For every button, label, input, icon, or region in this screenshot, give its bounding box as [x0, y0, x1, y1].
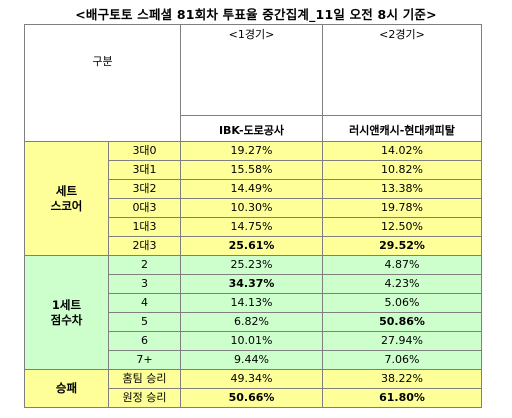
game2-value-cell: 5.06% [322, 293, 482, 313]
game2-value-cell: 12.50% [322, 217, 482, 237]
game1-value-cell: 6.82% [180, 312, 323, 332]
game1-value-cell: 15.58% [180, 160, 323, 180]
item-cell: 2대3 [108, 236, 181, 256]
table-row: 3대2 14.49% 13.38% [25, 179, 482, 199]
item-cell: 3대1 [108, 160, 181, 180]
section-label: 1세트 점수차 [24, 255, 109, 370]
item-cell: 1대3 [108, 217, 181, 237]
table-body: 세트 스코어 3대0 19.27% 14.02% 3대1 15.58% 10.82% 3대2 14… [24, 141, 482, 408]
team1-header: IBK-도로공사 [180, 114, 323, 143]
team2-header: 러시앤캐시-현대캐피탈 [322, 114, 482, 143]
table-row: 1세트 점수차 2 25.23% 4.87% [24, 255, 482, 370]
section-label-line1: 1세트 [51, 297, 82, 312]
game1-value-cell: 10.01% [180, 331, 323, 351]
section-label: 승패 [24, 369, 109, 408]
game1-header: <1경기> [180, 24, 323, 116]
table-row: 0대3 10.30% 19.78% [25, 198, 482, 218]
game1-value-cell: 14.13% [180, 293, 323, 313]
item-cell: 5 [108, 312, 181, 332]
item-cell: 3대2 [108, 179, 181, 199]
table-title: <배구토토 스페셜 81회차 투표율 중간집계_11일 오전 8시 기준> [75, 7, 437, 22]
item-cell: 4 [108, 293, 181, 313]
table-row: 세트 스코어 3대0 19.27% 14.02% [24, 141, 482, 256]
item-cell: 3대0 [108, 141, 181, 161]
game1-value-cell: 10.30% [180, 198, 323, 218]
game1-value-cell: 25.61% [180, 236, 323, 256]
table-row: 5 6.82% 50.86% [25, 312, 482, 332]
game2-value-cell: 14.02% [322, 141, 482, 161]
table-row: 7+ 9.44% 7.06% [25, 350, 482, 370]
table-row: 3 34.37% 4.23% [25, 274, 482, 294]
game2-value-cell: 19.78% [322, 198, 482, 218]
table-row: 2대3 25.61% 29.52% [25, 236, 482, 256]
game2-value-cell: 13.38% [322, 179, 482, 199]
item-cell: 7+ [108, 350, 181, 370]
section-label-line1: 승패 [55, 381, 78, 395]
section-label-line2: 점수차 [50, 312, 83, 327]
gubun-header: 구분 [24, 24, 181, 142]
game2-value-cell: 27.94% [322, 331, 482, 351]
game1-value-cell: 9.44% [180, 350, 323, 370]
table-row: 3대1 15.58% 10.82% [25, 160, 482, 180]
item-cell: 6 [108, 331, 181, 351]
game1-value-cell: 14.49% [180, 179, 323, 199]
game2-value-cell: 7.06% [322, 350, 482, 370]
game1-value-cell: 34.37% [180, 274, 323, 294]
section-label: 세트 스코어 [24, 141, 109, 256]
game1-value-cell: 49.34% [180, 369, 323, 389]
game1-value-cell: 19.27% [180, 141, 323, 161]
item-cell: 2 [108, 255, 181, 275]
game2-value-cell: 61.80% [322, 388, 482, 408]
game2-value-cell: 50.86% [322, 312, 482, 332]
item-cell: 원정 승리 [108, 388, 181, 408]
table-row: 1대3 14.75% 12.50% [25, 217, 482, 237]
game2-value-cell: 4.87% [322, 255, 482, 275]
header-row-game: 구분 <1경기> <2경기> [24, 24, 482, 142]
table-row: 4 14.13% 5.06% [25, 293, 482, 313]
section-label-line1: 세트 [55, 183, 78, 198]
game1-value-cell: 50.66% [180, 388, 323, 408]
item-cell: 3 [108, 274, 181, 294]
game2-value-cell: 4.23% [322, 274, 482, 294]
game2-value-cell: 29.52% [322, 236, 482, 256]
game1-value-cell: 14.75% [180, 217, 323, 237]
table-row: 승패 홈팀 승리 49.34% 38.22% [24, 369, 482, 408]
table-row: 6 10.01% 27.94% [25, 331, 482, 351]
item-cell: 0대3 [108, 198, 181, 218]
item-cell: 홈팀 승리 [108, 369, 181, 389]
game2-value-cell: 38.22% [322, 369, 482, 389]
header-row-team: IBK-도로공사 러시앤캐시-현대캐피탈 [25, 114, 482, 143]
table-row: 원정 승리 50.66% 61.80% [25, 388, 482, 408]
vote-rate-table: 구분 <1경기> <2경기> IBK-도로공사 러시앤캐시-현대캐피탈 세트 스코… [24, 24, 482, 408]
section-label-line2: 스코어 [50, 198, 83, 213]
game2-header: <2경기> [322, 24, 482, 116]
game2-value-cell: 10.82% [322, 160, 482, 180]
game1-value-cell: 25.23% [180, 255, 323, 275]
